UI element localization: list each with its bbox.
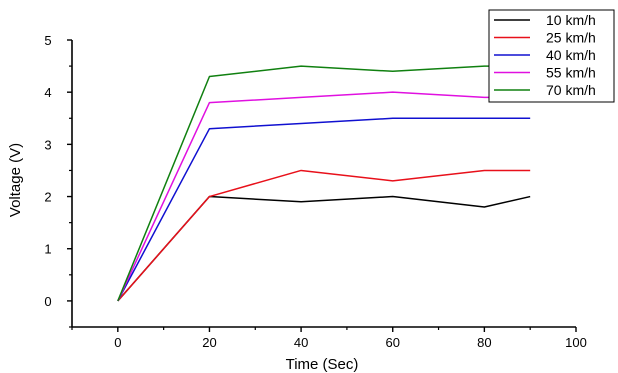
y-tick-label: 1: [44, 242, 51, 257]
x-tick-label: 100: [565, 335, 587, 350]
x-tick-label: 80: [477, 335, 491, 350]
legend-items: 10 km/h 25 km/h40 km/h 55 km/h70 km/h: [494, 12, 596, 98]
legend-label-55-km-h: 55 km/h: [546, 65, 596, 81]
plot-area: 0 1 2 3 4 5 0 20 40 60 80 100: [44, 33, 586, 350]
y-tick-label: 3: [44, 137, 51, 152]
x-axis-title: Time (Sec): [286, 356, 359, 373]
series-line-10-km-h: [117, 195, 531, 302]
y-tick-label: 2: [44, 190, 51, 205]
y-axis-ticks: 0 1 2 3 4 5: [44, 33, 72, 328]
legend-box: [488, 9, 615, 103]
y-tick-label: 5: [44, 33, 51, 48]
legend-label-25-km-h: 25 km/h: [546, 30, 596, 46]
x-tick-label: 40: [294, 335, 308, 350]
y-tick-label: 4: [44, 85, 51, 100]
x-tick-label: 60: [385, 335, 399, 350]
series-line-55-km-h: [117, 91, 531, 302]
legend: 10 km/h 25 km/h40 km/h 55 km/h70 km/h: [488, 9, 615, 103]
y-axis-title: Voltage (V): [7, 143, 24, 217]
legend-label-10-km-h: 10 km/h: [546, 12, 596, 28]
x-axis-ticks: 0 20 40 60 80 100: [71, 327, 587, 350]
y-tick-label: 0: [44, 294, 51, 309]
legend-label-70-km-h: 70 km/h: [546, 82, 596, 98]
x-tick-label: 0: [114, 335, 121, 350]
series-lines: [117, 65, 531, 302]
series-line-40-km-h: [117, 117, 531, 302]
series-line-25-km-h: [117, 169, 531, 302]
x-tick-label: 20: [202, 335, 216, 350]
legend-label-40-km-h: 40 km/h: [546, 47, 596, 63]
